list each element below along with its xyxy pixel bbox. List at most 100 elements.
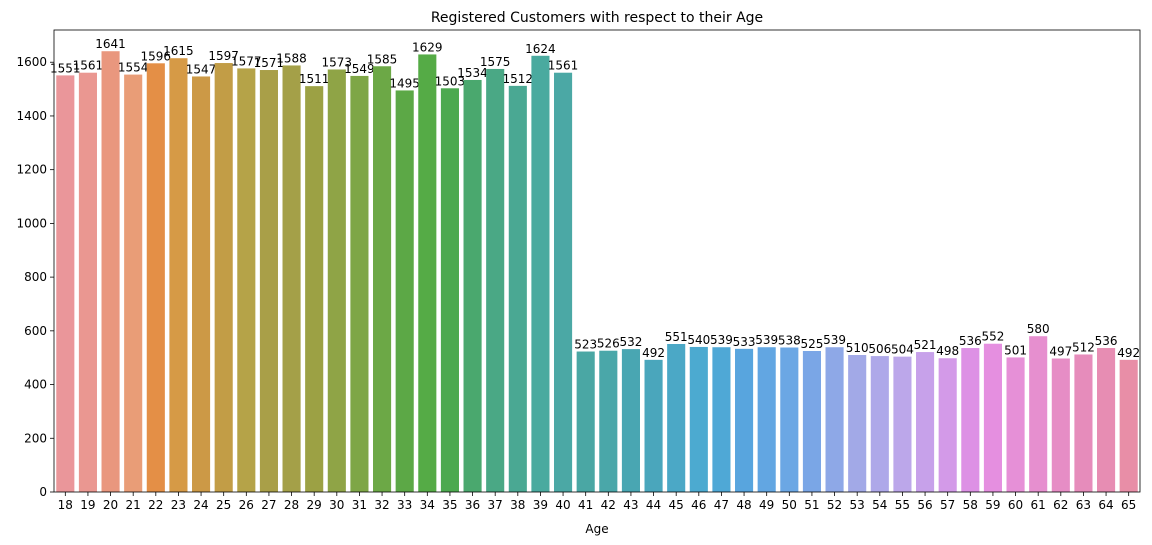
x-tick-label-32: 32 xyxy=(374,498,389,512)
x-tick-label-47: 47 xyxy=(714,498,729,512)
bar-age-52 xyxy=(825,347,844,492)
data-label-age-41: 523 xyxy=(574,338,597,352)
data-label-age-48: 533 xyxy=(733,335,756,349)
x-tick-label-58: 58 xyxy=(963,498,978,512)
data-label-age-61: 580 xyxy=(1027,322,1050,336)
bar-age-50 xyxy=(780,347,799,492)
data-label-age-40: 1561 xyxy=(548,59,579,73)
x-tick-label-56: 56 xyxy=(917,498,932,512)
data-label-age-25: 1597 xyxy=(208,49,239,63)
data-label-age-27: 1571 xyxy=(254,56,285,70)
bar-age-64 xyxy=(1097,348,1116,492)
x-axis: 18 19 20 21 22 23 24 25 26 27 28 29 30 31 32 33 34 35 36 37… xyxy=(58,492,1136,512)
x-tick-label-26: 26 xyxy=(239,498,254,512)
data-label-age-36: 1534 xyxy=(457,66,488,80)
data-label-age-28: 1588 xyxy=(276,51,307,65)
y-tick-label-200: 200 xyxy=(24,431,47,445)
bar-age-22 xyxy=(146,63,165,492)
bar-age-53 xyxy=(848,355,867,492)
x-tick-label-31: 31 xyxy=(352,498,367,512)
data-label-age-30: 1573 xyxy=(322,55,353,69)
data-label-age-59: 552 xyxy=(981,330,1004,344)
data-label-age-18: 1551 xyxy=(50,61,81,75)
bar-age-32 xyxy=(373,66,392,492)
x-tick-label-52: 52 xyxy=(827,498,842,512)
x-tick-label-41: 41 xyxy=(578,498,593,512)
data-label-age-52: 539 xyxy=(823,333,846,347)
data-label-age-54: 506 xyxy=(868,342,891,356)
x-tick-label-24: 24 xyxy=(193,498,208,512)
bar-age-31 xyxy=(350,75,369,492)
bar-age-30 xyxy=(327,69,346,492)
data-label-age-33: 1495 xyxy=(389,76,420,90)
data-label-age-60: 501 xyxy=(1004,343,1027,357)
bar-age-29 xyxy=(305,86,324,493)
data-label-age-51: 525 xyxy=(800,337,823,351)
x-tick-label-43: 43 xyxy=(623,498,638,512)
x-tick-label-29: 29 xyxy=(307,498,322,512)
bar-age-35 xyxy=(440,88,459,493)
x-tick-label-22: 22 xyxy=(148,498,163,512)
data-label-age-63: 512 xyxy=(1072,340,1095,354)
x-tick-label-48: 48 xyxy=(736,498,751,512)
data-label-age-21: 1554 xyxy=(118,61,149,75)
x-tick-label-21: 21 xyxy=(126,498,141,512)
bar-age-45 xyxy=(667,343,686,492)
data-label-age-24: 1547 xyxy=(186,62,217,76)
data-label-age-55: 504 xyxy=(891,343,914,357)
data-label-age-49: 539 xyxy=(755,333,778,347)
x-tick-label-53: 53 xyxy=(850,498,865,512)
x-tick-label-61: 61 xyxy=(1031,498,1046,512)
bar-age-44 xyxy=(644,359,663,492)
bar-age-63 xyxy=(1074,354,1093,492)
y-tick-label-1400: 1400 xyxy=(16,109,47,123)
x-tick-label-59: 59 xyxy=(985,498,1000,512)
bar-age-62 xyxy=(1051,358,1070,492)
x-axis-label: Age xyxy=(585,522,608,536)
x-tick-label-38: 38 xyxy=(510,498,525,512)
x-tick-label-27: 27 xyxy=(261,498,276,512)
x-tick-label-46: 46 xyxy=(691,498,706,512)
x-tick-label-28: 28 xyxy=(284,498,299,512)
data-label-age-43: 532 xyxy=(619,335,642,349)
x-tick-label-23: 23 xyxy=(171,498,186,512)
x-tick-label-30: 30 xyxy=(329,498,344,512)
x-tick-label-57: 57 xyxy=(940,498,955,512)
bar-age-25 xyxy=(214,63,233,493)
x-tick-label-54: 54 xyxy=(872,498,887,512)
data-label-age-31: 1549 xyxy=(344,62,375,76)
bar-age-37 xyxy=(486,68,505,492)
data-label-age-35: 1503 xyxy=(435,74,466,88)
bar-age-20 xyxy=(101,51,120,493)
data-label-age-50: 538 xyxy=(778,333,801,347)
y-tick-label-1200: 1200 xyxy=(16,163,47,177)
bar-age-27 xyxy=(259,70,278,492)
x-tick-label-33: 33 xyxy=(397,498,412,512)
y-axis: 0 200 400 600 800 1000 1200 1400 1600 xyxy=(16,55,54,499)
data-label-age-39: 1624 xyxy=(525,42,556,56)
bars-group: 1551156116411554159616151547159715771571… xyxy=(50,37,1140,493)
bar-age-56 xyxy=(916,352,935,492)
x-tick-label-50: 50 xyxy=(782,498,797,512)
data-label-age-26: 1577 xyxy=(231,54,262,68)
bar-age-48 xyxy=(735,348,754,492)
x-tick-label-49: 49 xyxy=(759,498,774,512)
y-tick-label-1600: 1600 xyxy=(16,55,47,69)
bar-age-51 xyxy=(802,350,821,492)
bar-age-26 xyxy=(237,68,256,492)
bar-age-47 xyxy=(712,347,731,492)
data-label-age-62: 497 xyxy=(1049,345,1072,359)
bar-age-39 xyxy=(531,55,550,493)
bar-age-65 xyxy=(1119,359,1138,492)
bar-age-23 xyxy=(169,58,188,492)
bar-age-21 xyxy=(124,74,143,492)
x-tick-label-40: 40 xyxy=(555,498,570,512)
chart-title: Registered Customers with respect to the… xyxy=(431,10,763,26)
x-tick-label-63: 63 xyxy=(1076,498,1091,512)
y-tick-label-400: 400 xyxy=(24,378,47,392)
bar-age-41 xyxy=(576,351,595,492)
x-tick-label-19: 19 xyxy=(80,498,95,512)
x-tick-label-39: 39 xyxy=(533,498,548,512)
bar-age-18 xyxy=(56,75,75,492)
bar-age-28 xyxy=(282,65,301,492)
